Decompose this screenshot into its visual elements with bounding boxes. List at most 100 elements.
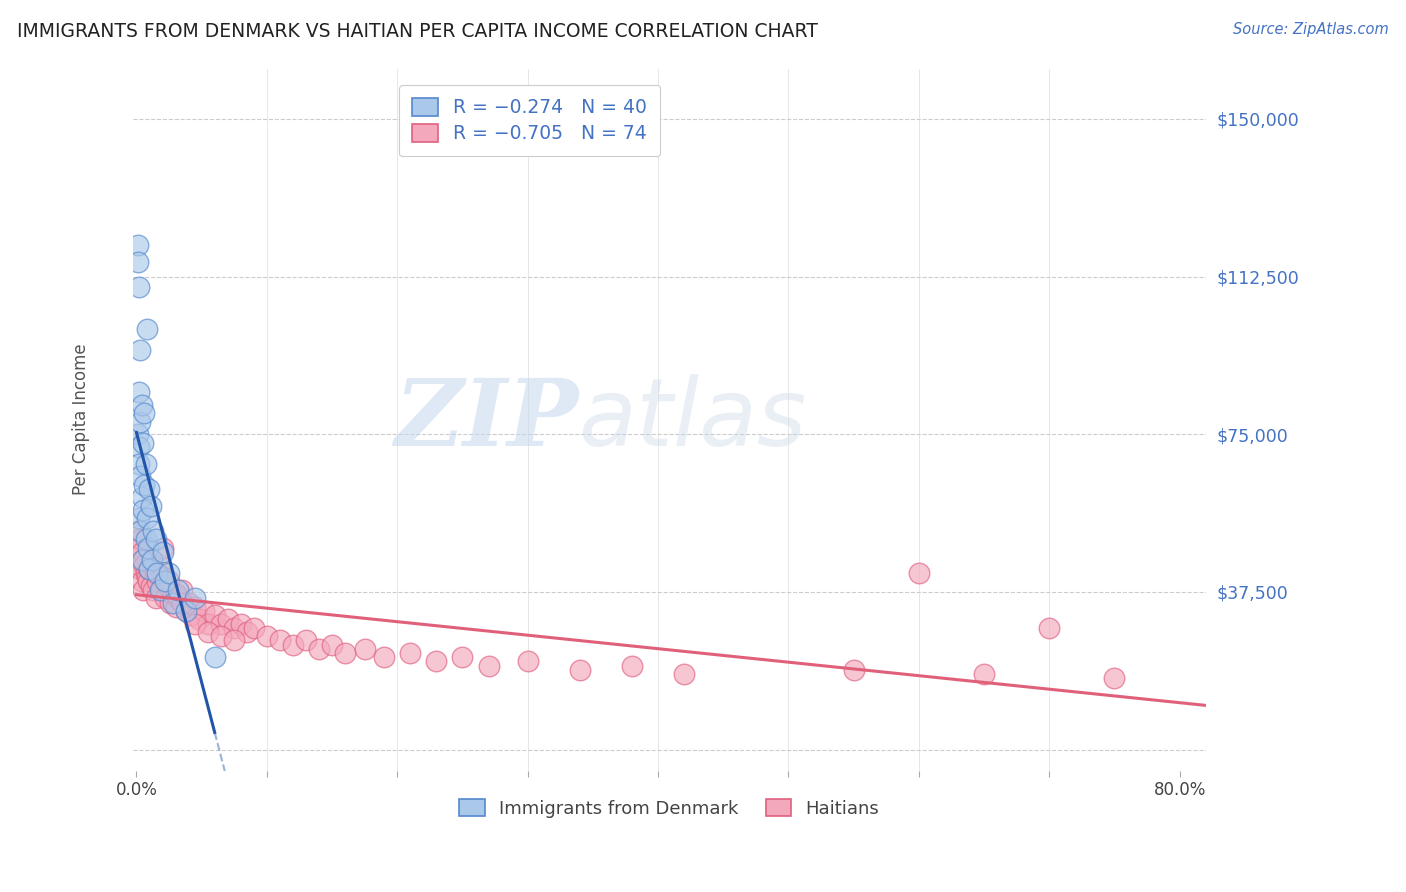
Point [842,663,865,677]
Point [128,457,150,471]
Point [516,654,538,668]
Point [477,658,499,673]
Point [128,511,150,525]
Point [174,604,197,618]
Point [209,629,232,643]
Point [129,415,152,429]
Point [333,646,356,660]
Point [127,524,149,538]
Point [135,566,157,580]
Point [143,566,166,580]
Point [1038,621,1060,635]
Point [973,667,995,681]
Point [172,595,194,609]
Text: atlas: atlas [578,374,806,465]
Point [281,638,304,652]
Point [399,646,422,660]
Point [165,587,187,601]
Point [224,621,246,635]
Point [135,570,157,584]
Point [180,608,202,623]
Point [620,658,643,673]
Point [145,533,167,547]
Point [256,629,278,643]
Point [129,524,152,538]
Point [209,616,232,631]
Point [1104,671,1126,685]
Point [129,469,152,483]
Point [153,591,176,606]
Point [152,545,174,559]
Point [174,604,197,618]
Point [157,574,180,589]
Point [132,582,155,597]
Point [224,633,246,648]
Point [135,511,157,525]
Point [243,621,266,635]
Point [127,255,149,269]
Point [131,491,153,505]
Point [165,599,187,614]
Point [908,566,931,580]
Point [142,524,165,538]
Point [193,604,215,618]
Point [139,499,162,513]
Point [157,566,180,580]
Point [159,595,181,609]
Point [217,612,239,626]
Point [142,582,165,597]
Point [149,582,172,597]
Point [295,633,318,648]
Point [162,587,184,601]
Point [141,553,163,567]
Point [134,477,156,491]
Point [136,541,159,555]
Point [425,654,447,668]
Point [188,612,211,626]
Point [139,579,162,593]
Point [129,533,152,547]
Point [138,562,160,576]
Point [177,595,200,609]
Point [353,641,375,656]
Point [128,558,150,572]
Text: Source: ZipAtlas.com: Source: ZipAtlas.com [1233,22,1389,37]
Point [135,457,157,471]
Point [127,238,149,252]
Point [132,503,155,517]
Point [128,440,150,454]
Point [134,406,156,420]
Point [162,595,184,609]
Point [138,562,160,576]
Legend: Immigrants from Denmark, Haitians: Immigrants from Denmark, Haitians [453,791,886,825]
Point [132,553,155,567]
Text: Per Capita Income: Per Capita Income [72,343,90,495]
Point [134,558,156,572]
Point [184,616,207,631]
Point [131,553,153,567]
Point [150,582,173,597]
Point [673,667,696,681]
Point [269,633,291,648]
Point [204,608,226,623]
Point [127,427,149,442]
Point [146,566,169,580]
Text: ZIP: ZIP [394,375,578,465]
Point [141,553,163,567]
Point [152,541,174,555]
Point [184,599,207,614]
Point [146,574,169,589]
Point [132,435,155,450]
Point [156,579,179,593]
Point [153,574,176,589]
Point [131,545,153,559]
Point [172,582,194,597]
Point [373,650,395,665]
Point [152,570,174,584]
Point [451,650,474,665]
Point [131,574,153,589]
Point [236,624,259,639]
Point [128,280,150,294]
Point [167,591,190,606]
Point [138,482,160,496]
